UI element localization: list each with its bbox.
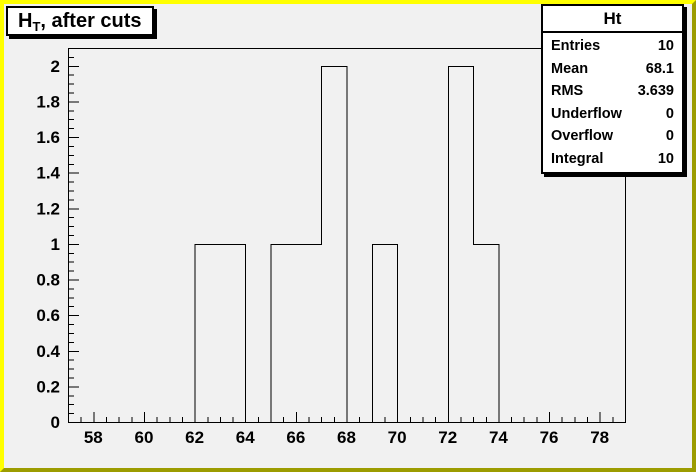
stats-label: Overflow [551,128,614,144]
x-tick-label: 62 [185,428,204,447]
y-tick-label: 0.6 [36,306,60,325]
y-tick-label: 1.6 [36,128,60,147]
x-tick-label: 66 [286,428,305,447]
stats-value: 0 [665,128,674,144]
stats-box: Ht Entries 10 Mean 68.1 RMS 3.639 Underf… [541,4,684,174]
stats-value: 10 [657,38,674,54]
y-axis: 0 0.2 0.4 0.6 0.8 1 1.2 1.4 1.6 1.8 2 [36,57,79,432]
stats-value: 10 [657,150,674,167]
stats-row-entries: Entries 10 [543,39,682,54]
x-tick-label: 74 [489,428,508,447]
stats-label: RMS [551,83,584,99]
x-tick-label: 58 [84,428,103,447]
y-tick-label: 1 [51,235,60,254]
stats-row-underflow: Underflow 0 [543,105,682,122]
y-tick-label: 0.4 [36,342,60,361]
stats-header: Ht [543,6,682,33]
y-tick-label: 2 [51,57,60,76]
y-tick-label: 0.8 [36,271,60,290]
histogram-title-rest: , after cuts [40,9,142,32]
stats-label: Integral [551,150,604,167]
y-tick-label: 0.2 [36,377,60,396]
stats-value: 3.639 [637,83,674,99]
x-tick-label: 70 [388,428,407,447]
x-tick-label: 72 [438,428,457,447]
stats-row-rms: RMS 3.639 [543,84,682,99]
stats-value: 0 [665,105,674,122]
x-tick-label: 60 [134,428,153,447]
stats-label: Underflow [551,105,622,122]
y-tick-label: 1.4 [36,164,60,183]
histogram-title-subscript: T [32,18,41,34]
stats-row-integral: Integral 10 [543,150,682,167]
y-tick-label: 1.8 [36,92,60,111]
stats-label: Mean [551,60,589,77]
histogram-title-main: H [18,9,33,32]
x-tick-label: 76 [540,428,559,447]
stats-label: Entries [551,38,601,54]
y-tick-label: 1.2 [36,199,60,218]
x-tick-label: 68 [337,428,356,447]
stats-row-overflow: Overflow 0 [543,129,682,144]
x-tick-label: 64 [236,428,255,447]
histogram-step-line [68,65,626,423]
y-tick-label: 0 [51,413,60,432]
stats-rows: Entries 10 Mean 68.1 RMS 3.639 Underflow… [543,33,682,172]
plot-area: 58 60 62 64 66 68 70 72 74 76 78 0 0.2 0.4 0.6 0.8 1 1.2 1… [36,48,626,447]
stats-value: 68.1 [645,60,674,77]
x-tick-label: 78 [590,428,609,447]
stats-row-mean: Mean 68.1 [543,60,682,77]
